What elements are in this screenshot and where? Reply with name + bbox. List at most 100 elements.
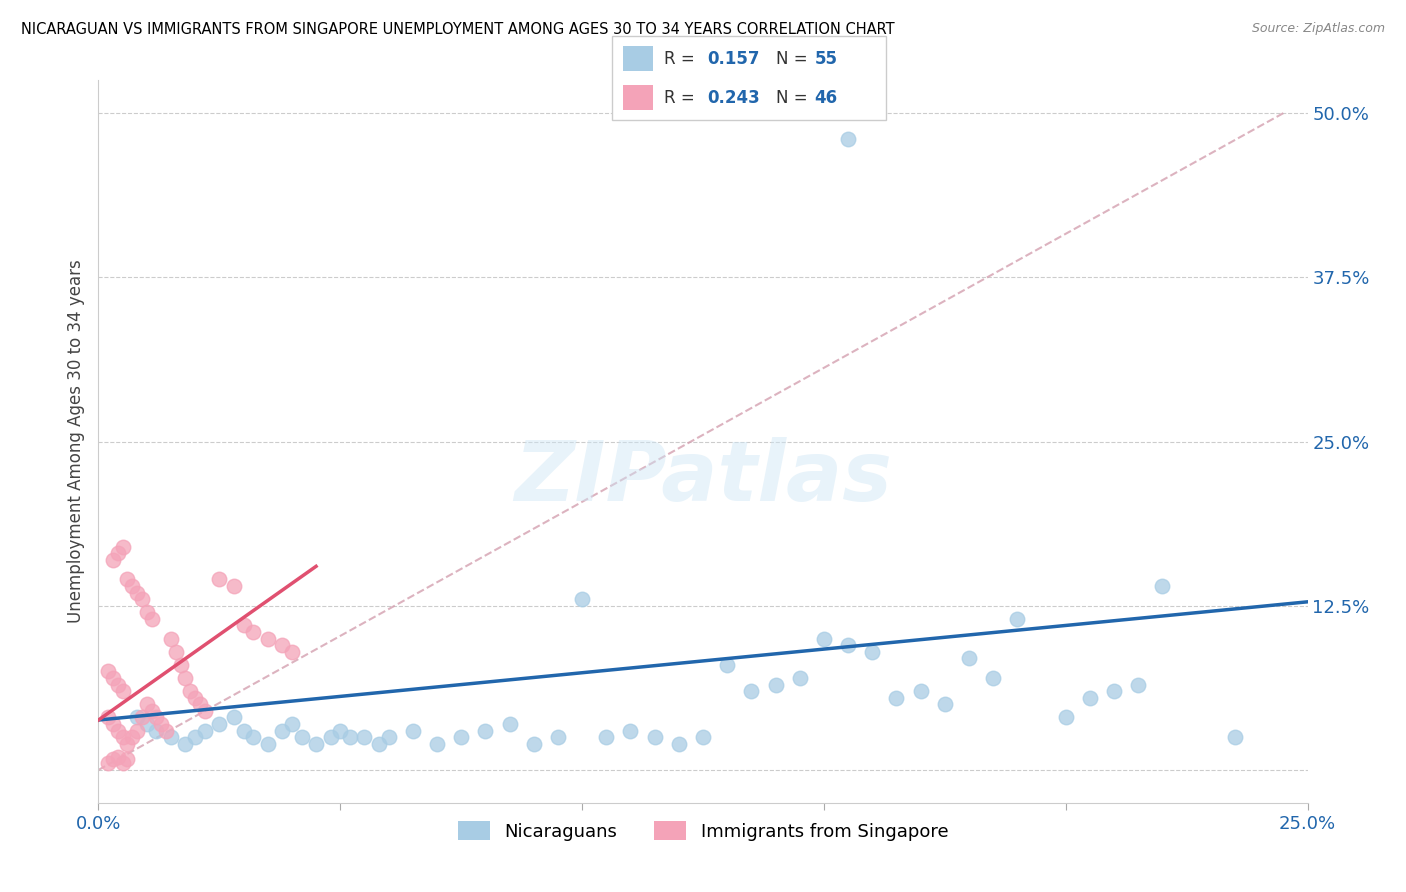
Point	[1152, 579, 1174, 593]
Legend: Nicaraguans, Immigrants from Singapore: Nicaraguans, Immigrants from Singapore	[450, 814, 956, 848]
Point	[329, 723, 352, 738]
Point	[523, 737, 546, 751]
Point	[305, 737, 328, 751]
Y-axis label: Unemployment Among Ages 30 to 34 years: Unemployment Among Ages 30 to 34 years	[66, 260, 84, 624]
Point	[242, 625, 264, 640]
Point	[547, 730, 569, 744]
Text: N =: N =	[776, 50, 813, 68]
Point	[194, 723, 217, 738]
Point	[107, 723, 129, 738]
Point	[860, 645, 883, 659]
Point	[165, 645, 187, 659]
Point	[135, 698, 157, 712]
Point	[1007, 612, 1029, 626]
Point	[107, 546, 129, 560]
Point	[256, 737, 278, 751]
Point	[145, 723, 167, 738]
Point	[169, 657, 191, 672]
Point	[232, 618, 254, 632]
Point	[368, 737, 391, 751]
Point	[188, 698, 211, 712]
Point	[179, 684, 201, 698]
Text: 0.157: 0.157	[707, 50, 761, 68]
Text: NICARAGUAN VS IMMIGRANTS FROM SINGAPORE UNEMPLOYMENT AMONG AGES 30 TO 34 YEARS C: NICARAGUAN VS IMMIGRANTS FROM SINGAPORE …	[21, 22, 894, 37]
Point	[910, 684, 932, 698]
Point	[117, 573, 139, 587]
Point	[281, 717, 304, 731]
Point	[837, 132, 859, 146]
Point	[101, 553, 124, 567]
Point	[692, 730, 714, 744]
Point	[281, 645, 304, 659]
Text: 46: 46	[814, 88, 838, 106]
Point	[498, 717, 520, 731]
Text: Source: ZipAtlas.com: Source: ZipAtlas.com	[1251, 22, 1385, 36]
Point	[97, 710, 120, 724]
Point	[184, 690, 207, 705]
Point	[101, 717, 124, 731]
Point	[150, 717, 173, 731]
Point	[208, 717, 231, 731]
Point	[111, 684, 134, 698]
Point	[1102, 684, 1125, 698]
Point	[232, 723, 254, 738]
Point	[353, 730, 375, 744]
Point	[141, 704, 163, 718]
Point	[339, 730, 361, 744]
Point	[145, 710, 167, 724]
Text: 0.243: 0.243	[707, 88, 761, 106]
Point	[256, 632, 278, 646]
Point	[160, 632, 183, 646]
Point	[194, 704, 217, 718]
Point	[160, 730, 183, 744]
Text: 55: 55	[814, 50, 838, 68]
Point	[450, 730, 472, 744]
Point	[290, 730, 312, 744]
Point	[174, 671, 197, 685]
Point	[813, 632, 835, 646]
Text: N =: N =	[776, 88, 813, 106]
Point	[1054, 710, 1077, 724]
Point	[101, 671, 124, 685]
Point	[319, 730, 342, 744]
Point	[135, 717, 157, 731]
Point	[271, 723, 294, 738]
Point	[981, 671, 1004, 685]
Point	[740, 684, 762, 698]
Point	[668, 737, 690, 751]
FancyBboxPatch shape	[623, 85, 652, 111]
Point	[222, 579, 245, 593]
Point	[1128, 677, 1150, 691]
Point	[222, 710, 245, 724]
Point	[141, 612, 163, 626]
Point	[117, 752, 139, 766]
Point	[271, 638, 294, 652]
Point	[121, 730, 143, 744]
Point	[121, 579, 143, 593]
Point	[127, 585, 149, 599]
Point	[127, 710, 149, 724]
Point	[595, 730, 617, 744]
Text: ZIPatlas: ZIPatlas	[515, 437, 891, 518]
Point	[107, 749, 129, 764]
Point	[111, 730, 134, 744]
Point	[101, 752, 124, 766]
Point	[934, 698, 956, 712]
Point	[117, 737, 139, 751]
Point	[174, 737, 197, 751]
Point	[97, 665, 120, 679]
Point	[402, 723, 425, 738]
Point	[765, 677, 787, 691]
Point	[716, 657, 738, 672]
Point	[97, 756, 120, 771]
Text: R =: R =	[664, 88, 700, 106]
Point	[208, 573, 231, 587]
Point	[789, 671, 811, 685]
Point	[135, 605, 157, 619]
Point	[155, 723, 177, 738]
Point	[111, 756, 134, 771]
Text: R =: R =	[664, 50, 700, 68]
Point	[1078, 690, 1101, 705]
Point	[426, 737, 449, 751]
Point	[107, 677, 129, 691]
